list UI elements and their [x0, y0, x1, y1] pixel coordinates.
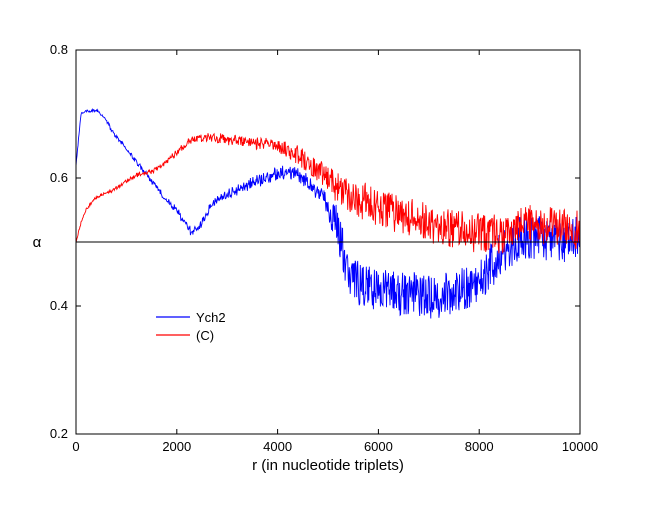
- y-tick-label: 0.4: [50, 298, 68, 313]
- series-line: [75, 132, 581, 254]
- legend: Ych2 (C): [156, 310, 226, 343]
- x-axis-label: r (in nucleotide triplets): [252, 457, 404, 474]
- plot-frame: [75, 49, 581, 435]
- y-tick-label: 0.2: [50, 426, 68, 441]
- y-tick-label: 0.8: [50, 42, 68, 57]
- x-tick-label: 6000: [364, 439, 393, 454]
- y-tick-label: 0.6: [50, 170, 68, 185]
- x-tick-label: 2000: [162, 439, 191, 454]
- legend-label-c: (C): [196, 328, 214, 343]
- legend-label-ych2: Ych2: [196, 310, 226, 325]
- series-line: [75, 107, 581, 319]
- x-tick-label: 0: [72, 439, 79, 454]
- y-axis-label: α: [33, 234, 42, 251]
- x-tick-label: 4000: [263, 439, 292, 454]
- x-tick-label: 10000: [562, 439, 598, 454]
- x-tick-label: 8000: [465, 439, 494, 454]
